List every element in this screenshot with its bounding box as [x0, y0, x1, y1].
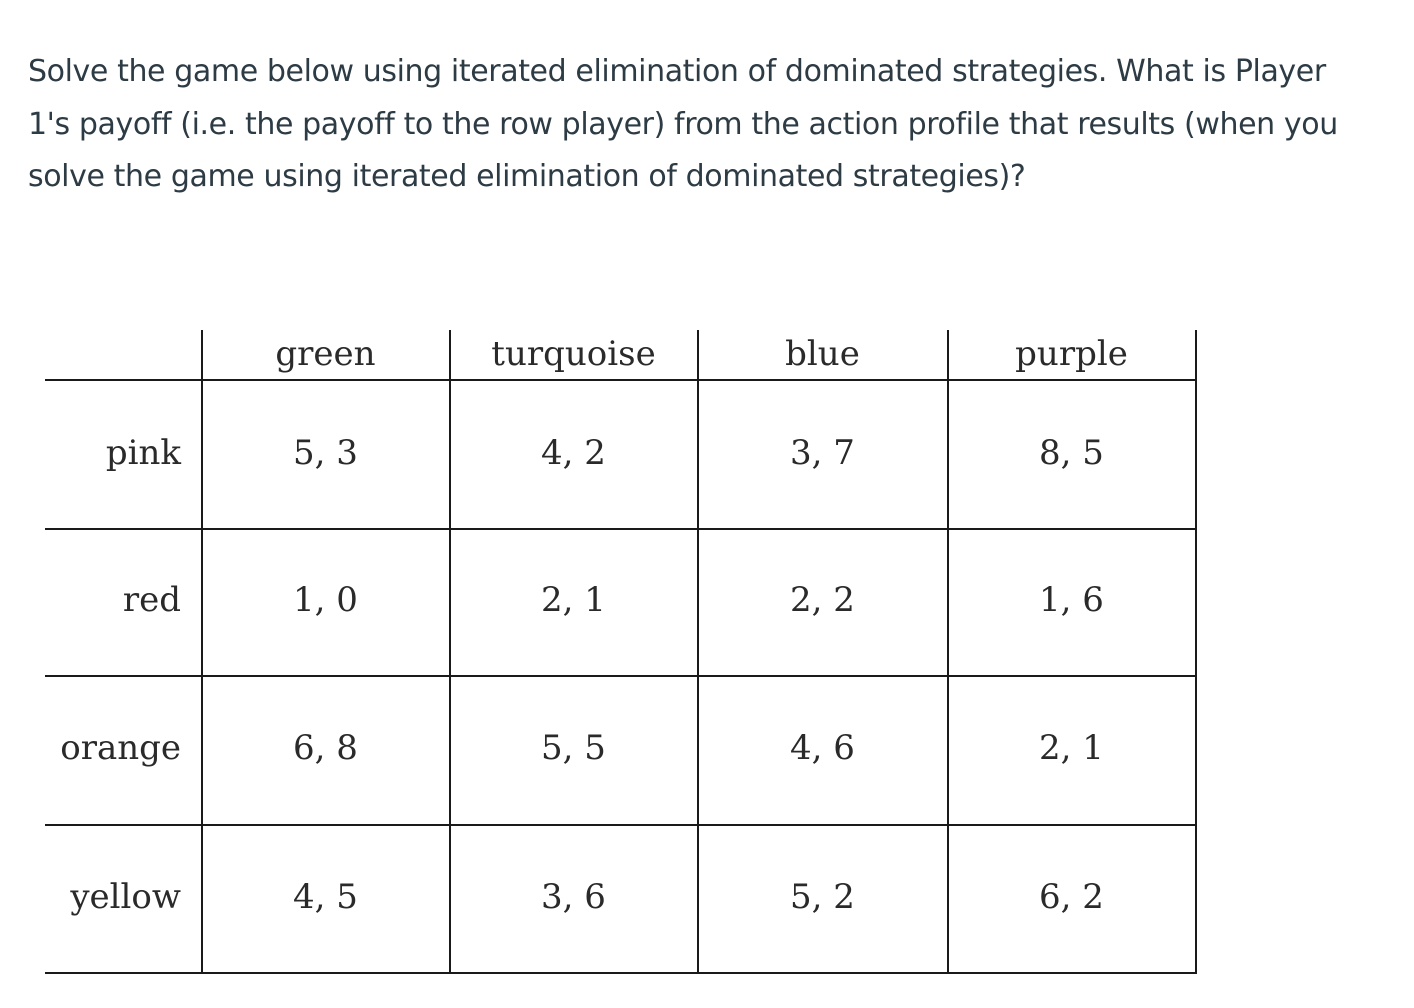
question-text: Solve the game below using iterated elim… [28, 46, 1398, 204]
row-rule [45, 675, 1197, 677]
payoff-cell: 3, 6 [541, 877, 606, 917]
column-header-purple: purple [1015, 334, 1128, 374]
column-rule [1195, 330, 1197, 974]
payoff-cell: 1, 6 [1039, 580, 1104, 620]
column-rule [947, 330, 949, 974]
header-rule [45, 379, 1197, 381]
payoff-cell: 4, 2 [541, 433, 606, 473]
row-label-pink: pink [105, 433, 181, 473]
payoff-cell: 2, 1 [541, 580, 606, 620]
question-line-3: solve the game using iterated eliminatio… [28, 159, 1026, 194]
payoff-cell: 5, 5 [541, 728, 606, 768]
payoff-cell: 8, 5 [1039, 433, 1104, 473]
payoff-cell: 5, 2 [790, 877, 855, 917]
column-rule [201, 330, 203, 974]
row-label-red: red [122, 580, 181, 620]
question-line-1: Solve the game below using iterated elim… [28, 54, 1326, 89]
row-rule [45, 824, 1197, 826]
payoff-cell: 6, 2 [1039, 877, 1104, 917]
column-rule [697, 330, 699, 974]
column-header-blue: blue [785, 334, 860, 374]
question-line-2: 1's payoff (i.e. the payoff to the row p… [28, 106, 1338, 142]
column-header-green: green [275, 334, 376, 374]
payoff-cell: 6, 8 [293, 728, 358, 768]
payoff-cell: 2, 2 [790, 580, 855, 620]
column-rule [449, 330, 451, 974]
column-header-turquoise: turquoise [491, 334, 656, 374]
payoff-matrix: green turquoise blue purple pink 5, 3 4,… [45, 330, 1197, 975]
bottom-rule [45, 972, 1197, 974]
payoff-cell: 5, 3 [293, 433, 358, 473]
payoff-cell: 1, 0 [293, 580, 358, 620]
payoff-cell: 4, 6 [790, 728, 855, 768]
payoff-cell: 3, 7 [790, 433, 855, 473]
payoff-cell: 4, 5 [293, 877, 358, 917]
row-label-yellow: yellow [70, 877, 181, 917]
row-rule [45, 528, 1197, 530]
payoff-cell: 2, 1 [1039, 728, 1104, 768]
row-label-orange: orange [60, 728, 181, 768]
